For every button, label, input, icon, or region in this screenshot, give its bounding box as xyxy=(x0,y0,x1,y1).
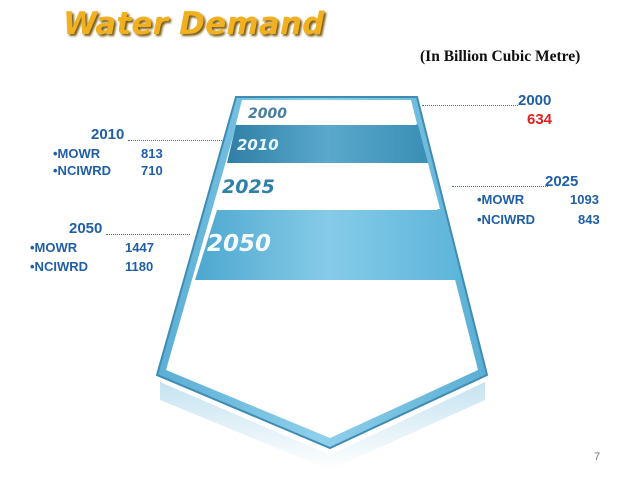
band-2025 xyxy=(217,163,440,209)
leader-2050 xyxy=(106,234,190,235)
callout-2010-mowr-value: 813 xyxy=(141,146,163,161)
callout-2025-year: 2025 xyxy=(545,173,579,190)
callout-2000-value: 634 xyxy=(527,111,553,128)
leader-2000 xyxy=(422,105,518,106)
callout-2050-year: 2050 xyxy=(69,220,103,237)
callout-2025-nciwrd-label: •NCIWRD xyxy=(477,212,535,227)
callout-2025-mowr-label: •MOWR xyxy=(477,192,525,207)
callout-2010-nciwrd-label: •NCIWRD xyxy=(53,163,111,178)
band-2050 xyxy=(195,210,462,280)
callout-2025-mowr-value: 1093 xyxy=(570,192,599,207)
band-label-2010: 2010 xyxy=(237,136,279,154)
callout-2050-nciwrd-value: 1180 xyxy=(125,259,154,274)
leader-2010 xyxy=(128,140,224,141)
leader-2025 xyxy=(452,186,548,187)
callout-2010-nciwrd-value: 710 xyxy=(141,163,163,178)
band-2010 xyxy=(227,125,428,163)
page-number: 7 xyxy=(594,451,601,463)
callout-2025-nciwrd-value: 843 xyxy=(578,212,600,227)
band-label-2050: 2050 xyxy=(207,231,271,257)
band-2000 xyxy=(236,100,417,124)
callout-2050-nciwrd-label: •NCIWRD xyxy=(30,259,88,274)
arrow-reflection xyxy=(160,382,485,470)
slide-title: Water Demand xyxy=(63,6,325,42)
callout-2010-mowr-label: •MOWR xyxy=(53,146,101,161)
unit-subtitle: (In Billion Cubic Metre) xyxy=(420,48,581,65)
band-label-2000: 2000 xyxy=(248,106,287,122)
band-label-2025: 2025 xyxy=(222,176,275,198)
callout-2050-mowr-label: •MOWR xyxy=(30,240,78,255)
callout-2000-year: 2000 xyxy=(518,92,552,109)
callout-2010-year: 2010 xyxy=(91,126,125,143)
callout-2050-mowr-value: 1447 xyxy=(125,240,154,255)
